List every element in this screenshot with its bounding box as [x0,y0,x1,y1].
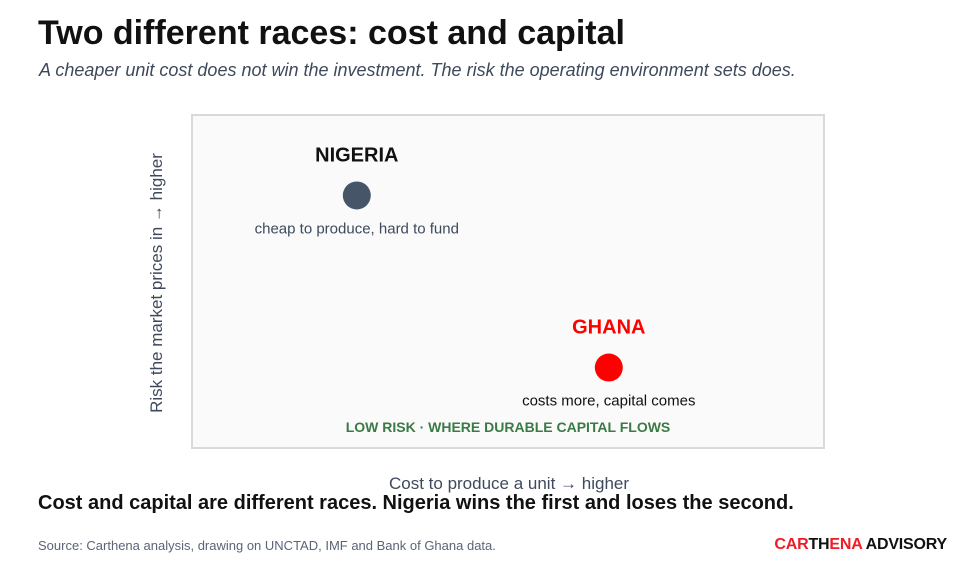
plot-area: NIGERIA cheap to produce, hard to fund GHA… [191,114,825,449]
point-nigeria [342,181,371,210]
brand-logo: CARTHENA ADVISORY [774,536,947,554]
brand-part-1: CAR [774,536,809,553]
point-note-nigeria: cheap to produce, hard to fund [255,220,459,237]
point-label-nigeria: NIGERIA [315,144,398,166]
brand-part-3: ENA [829,536,862,553]
y-axis-label: Risk the market prices in → higher [147,153,166,413]
low-risk-zone-label: LOW RISK · WHERE DURABLE CAPITAL FLOWS [346,419,671,435]
point-label-ghana: GHANA [572,317,645,339]
chart-subtitle: A cheaper unit cost does not win the inv… [39,60,796,80]
brand-part-2: TH [808,536,830,553]
brand-part-4: ADVISORY [861,536,948,553]
source-note: Source: Carthena analysis, drawing on UN… [38,538,496,553]
x-axis-label: Cost to produce a unit → higher [388,474,630,493]
point-ghana [594,353,623,382]
scatter-chart: NIGERIA cheap to produce, hard to fund GHA… [255,144,696,435]
chart-title: Two different races: cost and capital [38,14,625,52]
point-note-ghana: costs more, capital comes [522,393,695,410]
takeaway-text: Cost and capital are different races. Ni… [38,492,794,514]
